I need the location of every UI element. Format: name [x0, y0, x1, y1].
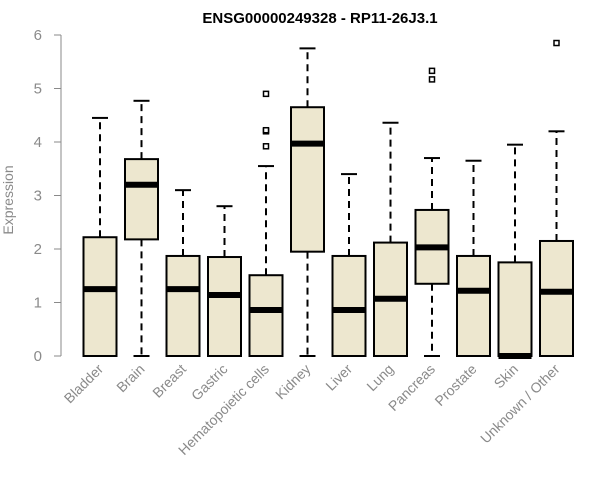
box-unknown-other — [539, 39, 574, 358]
iqr-box — [207, 256, 242, 357]
y-tick-label: 0 — [34, 348, 42, 365]
x-tick-label: Bladder — [61, 361, 107, 407]
iqr-box — [290, 106, 325, 253]
iqr-box — [497, 261, 533, 357]
box-skin — [497, 143, 533, 359]
box-prostate — [456, 159, 491, 357]
chart-title: ENSG00000249328 - RP11-26J3.1 — [202, 10, 437, 27]
iqr-box — [248, 274, 284, 357]
x-tick-label: Brain — [113, 361, 147, 395]
box-gastric — [207, 205, 242, 357]
outlier-point — [262, 126, 270, 134]
x-tick-label: Unknown / Other — [477, 361, 563, 447]
x-tick-label: Prostate — [431, 361, 479, 409]
box-liver — [331, 173, 367, 357]
iqr-box — [456, 254, 491, 357]
y-tick-label: 2 — [34, 241, 42, 258]
iqr-box — [82, 236, 118, 357]
y-tick-label: 5 — [34, 81, 42, 98]
iqr-box — [331, 254, 367, 357]
y-axis-label: Expression — [0, 165, 16, 234]
x-tick-label: Kidney — [272, 361, 314, 403]
x-tick-label: Skin — [491, 361, 522, 392]
box-kidney — [290, 47, 325, 357]
iqr-box — [539, 239, 574, 358]
box-lung — [373, 121, 408, 357]
x-tick-label: Liver — [322, 361, 355, 394]
box-bladder — [82, 116, 118, 357]
box-breast — [165, 189, 201, 357]
box-brain — [124, 99, 159, 357]
x-tick-label: Lung — [363, 361, 396, 394]
y-tick-label: 1 — [34, 295, 42, 312]
y-tick-label: 6 — [34, 27, 42, 44]
outlier-point — [553, 39, 560, 47]
outlier-point — [428, 76, 436, 83]
outlier-point — [262, 143, 270, 150]
boxes-group — [82, 39, 574, 359]
iqr-box — [165, 254, 201, 357]
y-tick-label: 4 — [34, 134, 42, 151]
box-pancreas — [414, 67, 450, 357]
iqr-box — [124, 158, 159, 241]
x-tick-label: Breast — [149, 361, 189, 401]
y-tick-label: 3 — [34, 188, 42, 205]
box-hematopoietic-cells — [248, 90, 284, 357]
y-axis: 0 1 2 3 4 5 6 — [34, 27, 62, 365]
outlier-point — [262, 90, 270, 98]
outlier-point — [428, 67, 436, 75]
